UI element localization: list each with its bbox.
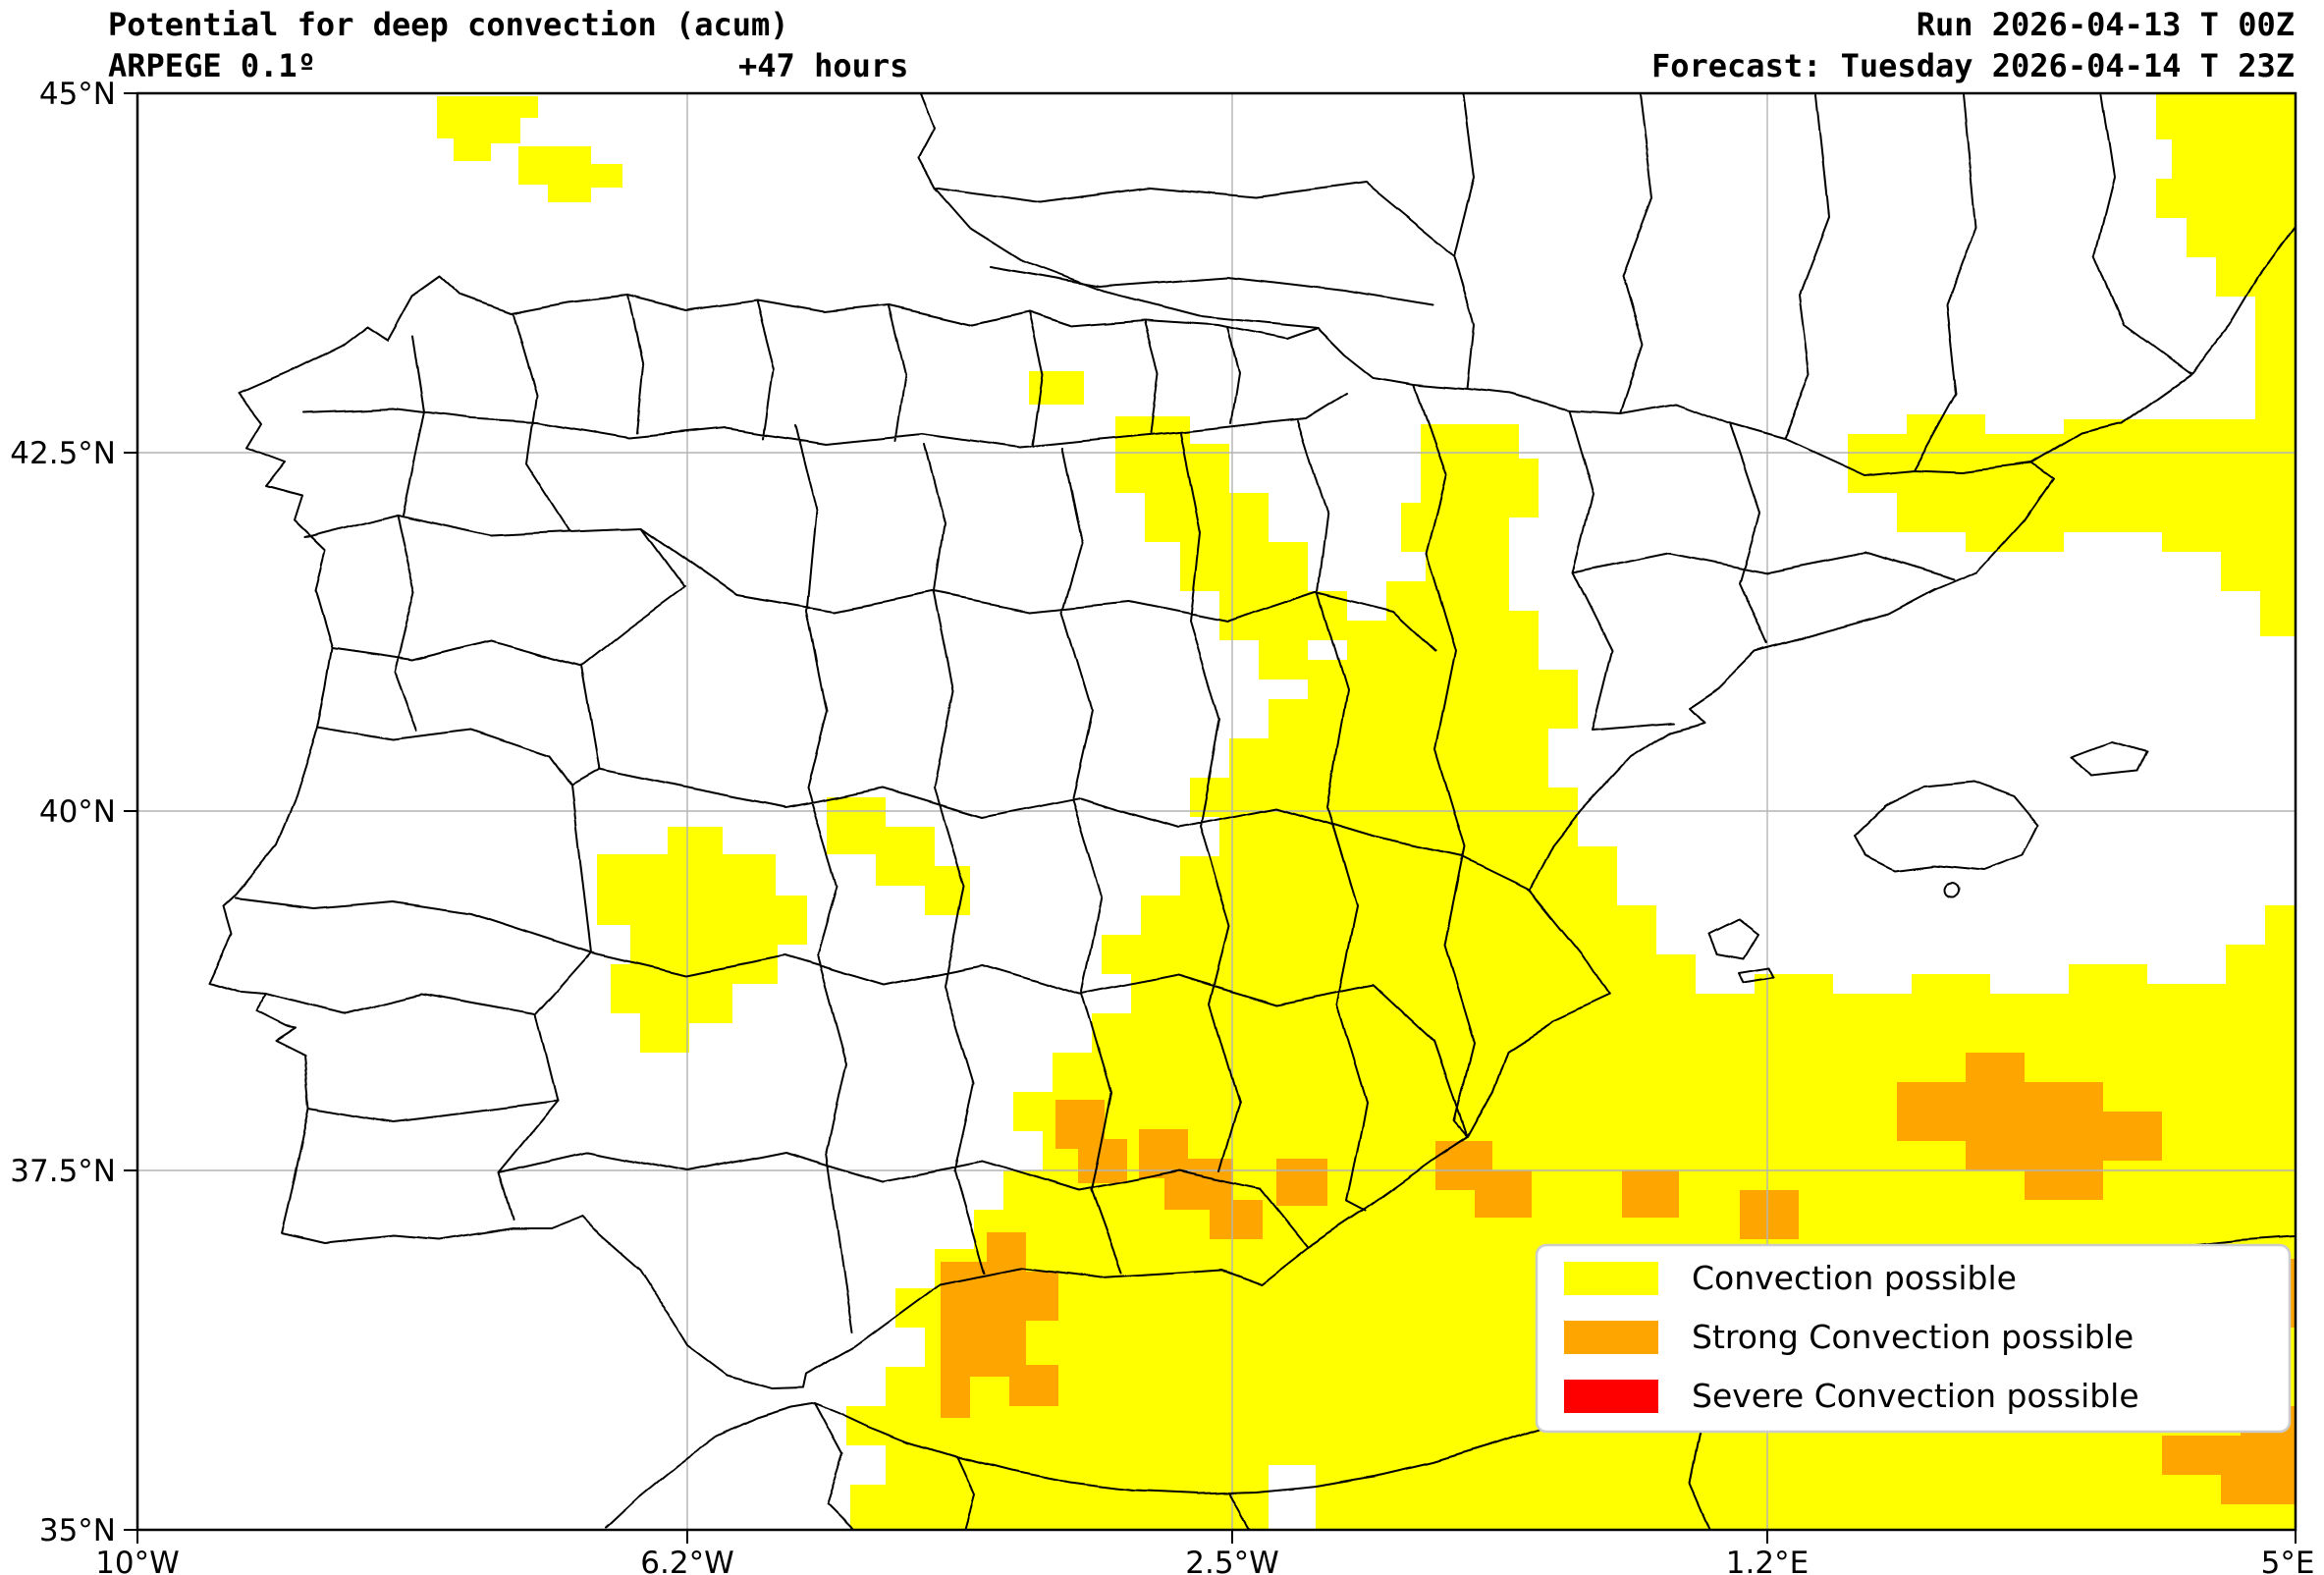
y-tick-label: 37.5°N xyxy=(10,1154,116,1189)
strong-convection-region xyxy=(1622,1170,1679,1218)
forecast-label: Forecast: Tuesday 2026-04-14 T 23Z xyxy=(1650,47,2295,84)
island-menorca xyxy=(2072,741,2147,778)
spain-province-boundaries xyxy=(303,295,1955,1332)
island-mallorca xyxy=(1855,781,2039,871)
island-ibiza xyxy=(1708,918,1759,959)
africa-admin-boundaries xyxy=(814,1383,1710,1529)
france-admin-boundaries xyxy=(934,94,2191,471)
y-tick-label: 40°N xyxy=(39,794,116,830)
strong-convection-region xyxy=(1897,1053,2162,1200)
iberia-coastline xyxy=(208,275,2054,1389)
x-tick-label: 5°E xyxy=(2261,1546,2315,1575)
convection-region xyxy=(437,96,538,161)
convection-region xyxy=(1029,371,1084,405)
x-tick-label: 2.5°W xyxy=(1185,1546,1278,1575)
island-formentera xyxy=(1739,967,1775,984)
legend-swatch-convection xyxy=(1564,1262,1658,1295)
y-tick-label: 42.5°N xyxy=(10,436,116,471)
x-tick-label: 6.2°W xyxy=(640,1546,733,1575)
model-label: ARPEGE 0.1º xyxy=(108,47,316,84)
page-title: Potential for deep convection (acum) xyxy=(108,6,789,43)
convection-region xyxy=(518,146,622,202)
y-tick-label: 45°N xyxy=(39,77,116,112)
legend-box xyxy=(1535,1243,2292,1434)
portugal-district-boundaries xyxy=(235,514,592,1123)
strong-convection-region xyxy=(1055,1100,1127,1183)
legend-label-strong: Strong Convection possible xyxy=(1692,1318,2134,1356)
legend-swatch-severe xyxy=(1564,1380,1658,1413)
strong-convection-region xyxy=(1276,1159,1327,1206)
convection-region xyxy=(1848,414,2295,636)
france-atlantic-coastline xyxy=(918,94,1320,329)
legend: Convection possible Strong Convection po… xyxy=(1535,1243,2292,1434)
legend-label-convection: Convection possible xyxy=(1692,1259,2017,1297)
convection-region xyxy=(2156,94,2295,339)
run-label: Run 2026-04-13 T 00Z xyxy=(1916,6,2295,43)
boundaries xyxy=(208,94,2295,1529)
legend-label-severe: Severe Convection possible xyxy=(1692,1377,2139,1415)
legend-swatch-strong xyxy=(1564,1321,1658,1354)
island-cabrera xyxy=(1944,882,1960,897)
x-tick-label: 1.2°E xyxy=(1726,1546,1809,1575)
strong-convection-region xyxy=(1435,1141,1532,1218)
lead-time-label: +47 hours xyxy=(738,47,909,84)
axis-labels: 45°N 42.5°N 40°N 37.5°N 35°N 10°W 6.2°W … xyxy=(10,77,2314,1575)
x-tick-label: 10°W xyxy=(95,1546,180,1575)
strong-convection-region xyxy=(1740,1190,1799,1239)
convection-region xyxy=(2255,339,2295,419)
axis-ticks xyxy=(124,92,2297,1544)
convection-region xyxy=(1115,416,1347,679)
y-tick-label: 35°N xyxy=(39,1513,116,1548)
convection-region xyxy=(827,797,970,915)
convection-region xyxy=(597,827,807,1053)
